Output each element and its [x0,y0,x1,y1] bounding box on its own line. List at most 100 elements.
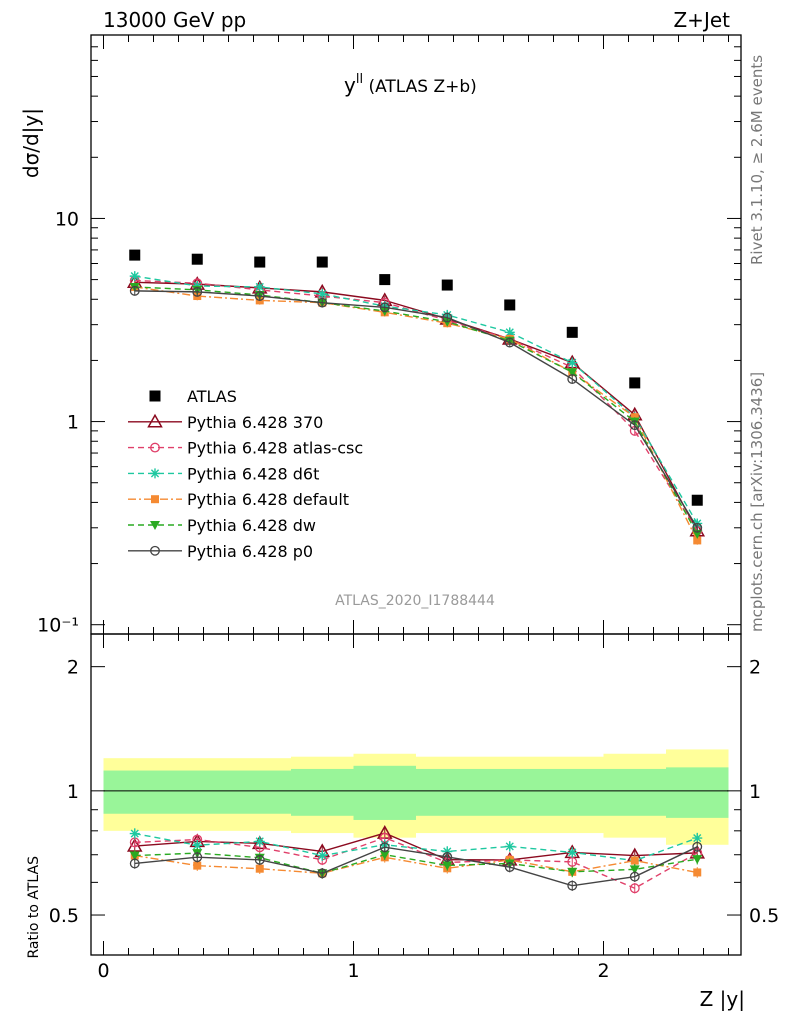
legend-marker [149,390,161,402]
series-6-point [317,297,328,308]
ratio-band-inner [291,768,354,816]
series-6-point [129,285,140,296]
plot-title: yll (ATLAS Z+b) [344,72,477,97]
ratio-band-inner [228,770,291,814]
series-5-ratio-point [379,850,390,860]
legend-label: ATLAS [187,387,237,406]
series-3-ratio-point [317,850,328,861]
series-0-point [316,256,328,268]
series-6-point [192,286,203,297]
series-0-point [566,326,578,338]
ratio-ytick-label-right: 2 [749,657,761,679]
axes-group: 10 1 10⁻¹ 2 2 1 1 0.5 0.5 0 1 2 [37,34,779,982]
legend-label: Pythia 6.428 atlas-csc [187,439,363,458]
series-0-point [129,249,141,261]
legend-label: Pythia 6.428 dw [187,516,316,535]
legend-marker [147,413,163,428]
ratio-ytick-label-right: 0.5 [749,905,779,927]
series-6-ratio-point [692,841,703,852]
series-3-ratio-point [254,836,265,847]
legend-label: Pythia 6.428 370 [187,413,323,432]
legend-label: Pythia 6.428 default [187,490,349,509]
series-6-ratio-point [442,851,453,862]
ratio-ylabel: Ratio to ATLAS [26,856,42,959]
series-6-line [134,290,698,529]
series-6-ratio-point [317,868,328,879]
series-4-ratio-point [693,868,702,877]
series-5-ratio-line [134,852,698,875]
side-label-mcplots: mcplots.cern.ch [arXiv:1306.3436] [748,372,766,632]
series-0-point [629,377,641,389]
ratio-ytick-label-left: 2 [67,657,79,679]
series-6-point [379,302,390,313]
series-3-point [504,327,515,338]
ratio-uncertainty-bands [103,749,729,845]
series-3-ratio-point [567,847,578,858]
legend-marker [150,468,160,479]
series-6-ratio-point [567,880,578,891]
series-3-point [317,288,328,299]
series-5-ratio-point [692,855,703,865]
legend-marker [150,545,160,556]
series-6-point [254,291,265,301]
analysis-watermark: ATLAS_2020_I1788444 [335,593,495,609]
header-right: Z+Jet [673,8,730,32]
ratio-band-inner [103,770,166,814]
xtick-label: 1 [347,960,359,982]
legend: ATLAS Pythia 6.428 370 Pythia 6.428 atlas-… [128,387,363,561]
series-0-point [441,279,453,291]
series-6-point [442,312,453,323]
series-3-ratio-point [129,828,140,839]
xtick-label: 0 [97,960,109,982]
ratio-band-inner [416,768,479,816]
legend-marker [151,495,159,504]
ratio-band-inner [541,768,604,816]
side-label-rivet: Rivet 3.1.10, ≥ 2.6M events [748,55,766,265]
series-4-line [134,286,698,541]
series-3-ratio-point [192,840,203,851]
ratio-ytick-label-left: 0.5 [49,905,79,927]
ratio-ytick-label-right: 1 [749,781,761,803]
series-5-ratio-point [442,861,453,871]
series-1-ratio-line [134,832,698,861]
series-6-ratio-point [192,852,203,863]
series-3-line [134,275,698,524]
main-ytick-label: 1 [67,412,79,434]
ratio-band-inner [166,770,229,814]
series-4-ratio-line [134,854,698,874]
series-6-point [567,374,578,384]
series-5-line [134,286,698,535]
main-ylabel: dσ/d|y| [19,108,43,178]
series-4-ratio-point [255,864,264,873]
series-0-point [691,494,703,506]
series-4-ratio-point [193,861,202,870]
series-5-ratio-point [567,867,578,877]
series-5-point [692,529,703,539]
series-6-ratio-point [504,862,515,873]
ratio-series-group [126,825,706,894]
series-3-ratio-point [692,833,703,844]
series-3-point [254,281,265,292]
series-0-point [379,274,391,286]
xlabel: Z |y| [700,987,745,1011]
legend-label: Pythia 6.428 p0 [187,542,313,561]
series-6-point [692,522,703,533]
main-series-group [126,249,706,545]
ratio-band-inner [603,768,666,816]
series-0-point [504,299,516,311]
series-6-ratio-point [629,871,640,882]
ratio-band-inner [478,768,541,816]
ratio-band-inner [666,767,729,818]
series-4-point [693,536,702,545]
series-6-point [504,337,515,348]
series-6-ratio-point [379,842,390,853]
main-ytick-label: 10 [55,208,79,230]
series-3-ratio-point [442,846,453,857]
header-left: 13000 GeV pp [103,8,246,32]
series-6-ratio-point [129,858,140,869]
series-3-point [129,271,140,282]
main-ytick-label: 10⁻¹ [37,615,79,637]
legend-label: Pythia 6.428 d6t [187,464,319,483]
series-6-ratio-point [254,854,265,865]
